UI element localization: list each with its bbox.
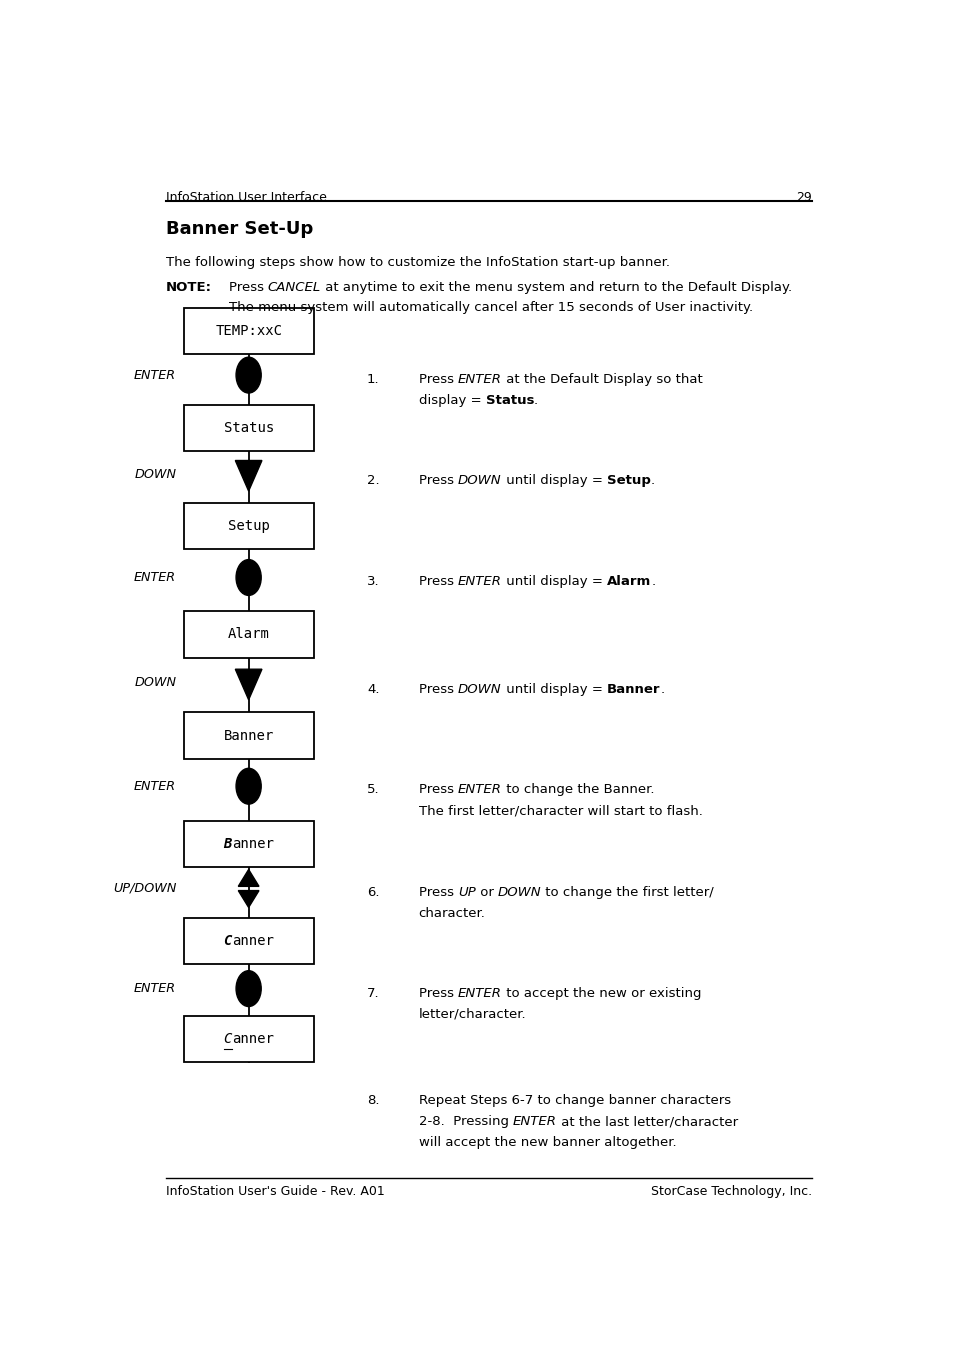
Text: Press: Press — [418, 886, 457, 899]
Bar — [183, 919, 314, 964]
Text: Press: Press — [418, 474, 457, 487]
Text: B: B — [223, 838, 232, 852]
Text: Canner: Canner — [223, 934, 274, 949]
Text: Press: Press — [229, 281, 268, 294]
Text: ENTER: ENTER — [457, 987, 501, 999]
Text: character.: character. — [418, 908, 485, 920]
Text: StorCase Technology, Inc.: StorCase Technology, Inc. — [650, 1184, 811, 1198]
Bar — [183, 1016, 314, 1062]
Text: ENTER: ENTER — [457, 783, 501, 795]
Text: Repeat Steps 6-7 to change banner characters: Repeat Steps 6-7 to change banner charac… — [418, 1094, 730, 1108]
Text: ENTER: ENTER — [134, 982, 176, 995]
Text: 29: 29 — [796, 190, 811, 204]
Text: anner: anner — [232, 1032, 274, 1046]
Text: 7.: 7. — [367, 987, 379, 999]
Text: DOWN: DOWN — [457, 683, 501, 695]
Circle shape — [235, 560, 261, 596]
Text: 5.: 5. — [367, 783, 379, 795]
Text: Press: Press — [418, 987, 457, 999]
Text: at anytime to exit the menu system and return to the Default Display.: at anytime to exit the menu system and r… — [321, 281, 792, 294]
Text: at the last letter/character: at the last letter/character — [557, 1116, 738, 1128]
Text: to change the first letter/: to change the first letter/ — [541, 886, 714, 899]
Text: Status: Status — [485, 394, 534, 407]
Text: until display =: until display = — [501, 575, 606, 589]
Text: The following steps show how to customize the InfoStation start-up banner.: The following steps show how to customiz… — [166, 256, 669, 268]
Text: ENTER: ENTER — [134, 780, 176, 793]
Text: Banner: Banner — [223, 728, 274, 742]
Text: DOWN: DOWN — [497, 886, 541, 899]
Polygon shape — [238, 869, 258, 886]
Text: Banner: Banner — [606, 683, 659, 695]
Text: DOWN: DOWN — [457, 474, 501, 487]
Polygon shape — [235, 460, 262, 491]
Bar — [183, 405, 314, 450]
Text: DOWN: DOWN — [134, 676, 176, 690]
Text: The menu system will automatically cancel after 15 seconds of User inactivity.: The menu system will automatically cance… — [229, 301, 752, 315]
Text: UP/DOWN: UP/DOWN — [112, 882, 176, 895]
Bar — [183, 611, 314, 657]
Text: Press: Press — [418, 372, 457, 386]
Text: TEMP:xxC: TEMP:xxC — [215, 324, 282, 338]
Text: ENTER: ENTER — [134, 368, 176, 382]
Text: or: or — [476, 886, 497, 899]
Text: DOWN: DOWN — [134, 468, 176, 481]
Text: Canner: Canner — [223, 1032, 274, 1046]
Circle shape — [235, 357, 261, 393]
Text: Alarm: Alarm — [606, 575, 651, 589]
Text: Banner: Banner — [223, 838, 274, 852]
Text: C: C — [223, 1032, 232, 1046]
Text: Banner Set-Up: Banner Set-Up — [166, 220, 313, 238]
Text: 2-8.  Pressing: 2-8. Pressing — [418, 1116, 513, 1128]
Text: ENTER: ENTER — [513, 1116, 557, 1128]
Text: The first letter/character will start to flash.: The first letter/character will start to… — [418, 804, 701, 817]
Text: Setup: Setup — [606, 474, 650, 487]
Text: Press: Press — [418, 783, 457, 795]
Text: CANCEL: CANCEL — [268, 281, 321, 294]
Text: Press: Press — [418, 683, 457, 695]
Bar — [183, 821, 314, 868]
Text: .: . — [651, 575, 655, 589]
Text: display =: display = — [418, 394, 485, 407]
Text: ENTER: ENTER — [134, 571, 176, 585]
Bar — [183, 712, 314, 758]
Text: until display =: until display = — [501, 683, 606, 695]
Text: will accept the new banner altogether.: will accept the new banner altogether. — [418, 1136, 676, 1149]
Text: InfoStation User's Guide - Rev. A01: InfoStation User's Guide - Rev. A01 — [166, 1184, 384, 1198]
Text: Press: Press — [418, 575, 457, 589]
Text: NOTE:: NOTE: — [166, 281, 212, 294]
Text: ENTER: ENTER — [457, 372, 501, 386]
Text: at the Default Display so that: at the Default Display so that — [501, 372, 702, 386]
Text: .: . — [534, 394, 537, 407]
Text: to change the Banner.: to change the Banner. — [501, 783, 654, 795]
Bar — [183, 308, 314, 355]
Text: 1.: 1. — [367, 372, 379, 386]
Text: anner: anner — [232, 934, 274, 949]
Text: UP: UP — [457, 886, 476, 899]
Text: anner: anner — [232, 838, 274, 852]
Circle shape — [235, 971, 261, 1006]
Text: 6.: 6. — [367, 886, 379, 899]
Polygon shape — [238, 891, 258, 908]
Text: Status: Status — [223, 420, 274, 435]
Text: ENTER: ENTER — [457, 575, 501, 589]
Text: letter/character.: letter/character. — [418, 1008, 526, 1020]
Text: Alarm: Alarm — [228, 627, 270, 642]
Text: Setup: Setup — [228, 519, 270, 533]
Polygon shape — [235, 669, 262, 700]
Text: 2.: 2. — [367, 474, 379, 487]
Circle shape — [235, 768, 261, 804]
Text: .: . — [659, 683, 663, 695]
Bar — [183, 502, 314, 549]
Text: 8.: 8. — [367, 1094, 379, 1108]
Text: to accept the new or existing: to accept the new or existing — [501, 987, 700, 999]
Text: InfoStation User Interface: InfoStation User Interface — [166, 190, 326, 204]
Text: 3.: 3. — [367, 575, 379, 589]
Text: .: . — [650, 474, 654, 487]
Text: C: C — [223, 934, 232, 949]
Text: until display =: until display = — [501, 474, 606, 487]
Text: 4.: 4. — [367, 683, 379, 695]
